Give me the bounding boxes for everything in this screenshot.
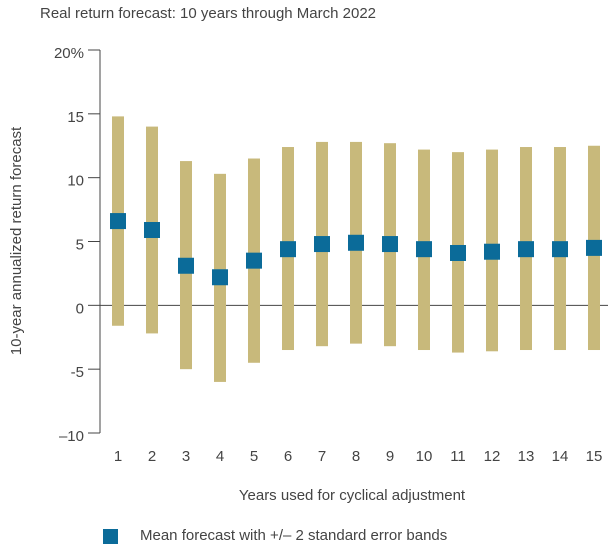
y-tick-label: 5 bbox=[76, 236, 84, 253]
x-tick-label: 13 bbox=[518, 448, 535, 465]
mean-marker bbox=[416, 241, 432, 258]
mean-marker bbox=[246, 252, 262, 269]
x-tick-label: 9 bbox=[386, 448, 394, 465]
y-tick-label: 0 bbox=[76, 300, 84, 317]
y-tick-label: 20% bbox=[54, 45, 84, 62]
mean-marker bbox=[212, 269, 228, 286]
mean-marker bbox=[144, 222, 160, 239]
x-tick-label: 8 bbox=[352, 448, 360, 465]
mean-marker bbox=[552, 241, 568, 258]
mean-marker bbox=[382, 236, 398, 253]
x-tick-label: 3 bbox=[182, 448, 190, 465]
x-tick-label: 1 bbox=[114, 448, 122, 465]
mean-marker bbox=[280, 241, 296, 258]
y-axis-title: 10-year annualized return forecast bbox=[8, 126, 25, 355]
legend-swatch bbox=[103, 529, 118, 544]
y-tick-label: -5 bbox=[71, 364, 84, 381]
mean-marker bbox=[586, 239, 602, 256]
legend-label: Mean forecast with +/– 2 standard error … bbox=[140, 527, 447, 544]
mean-marker bbox=[314, 236, 330, 253]
mean-marker bbox=[110, 213, 126, 230]
mean-marker bbox=[178, 257, 194, 274]
x-tick-label: 4 bbox=[216, 448, 224, 465]
x-tick-label: 11 bbox=[450, 448, 466, 465]
y-tick-label: –10 bbox=[59, 428, 84, 445]
mean-marker bbox=[518, 241, 534, 258]
x-tick-label: 2 bbox=[148, 448, 156, 465]
x-tick-label: 6 bbox=[284, 448, 292, 465]
y-tick-label: 15 bbox=[67, 109, 84, 126]
chart-title: Real return forecast: 10 years through M… bbox=[40, 5, 376, 22]
x-axis-title: Years used for cyclical adjustment bbox=[239, 487, 466, 504]
mean-marker bbox=[348, 234, 364, 251]
y-tick-label: 10 bbox=[67, 173, 84, 190]
mean-marker bbox=[450, 244, 466, 261]
mean-marker bbox=[484, 243, 500, 260]
x-tick-label: 14 bbox=[552, 448, 569, 465]
x-tick-label: 12 bbox=[484, 448, 501, 465]
x-tick-label: 7 bbox=[318, 448, 326, 465]
x-tick-label: 5 bbox=[250, 448, 258, 465]
x-tick-label: 15 bbox=[586, 448, 603, 465]
x-tick-label: 10 bbox=[416, 448, 433, 465]
